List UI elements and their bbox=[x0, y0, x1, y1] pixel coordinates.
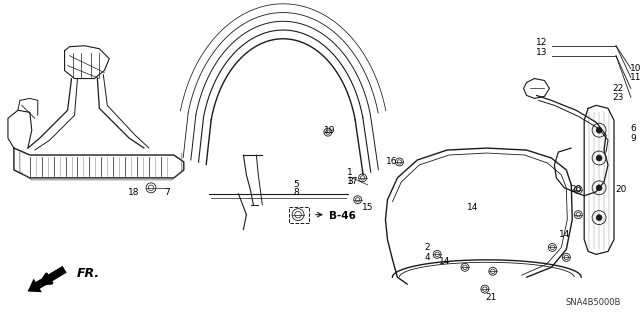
Text: FR.: FR. bbox=[77, 267, 100, 280]
Text: 4: 4 bbox=[424, 253, 430, 262]
Text: 9: 9 bbox=[630, 134, 636, 143]
Text: 14: 14 bbox=[440, 257, 451, 266]
Circle shape bbox=[596, 185, 602, 191]
Text: 10: 10 bbox=[630, 64, 640, 73]
Text: 7: 7 bbox=[164, 188, 170, 197]
Text: 8: 8 bbox=[293, 188, 299, 197]
Text: 18: 18 bbox=[129, 188, 140, 197]
Circle shape bbox=[596, 215, 602, 221]
Text: 17: 17 bbox=[347, 177, 358, 186]
Text: 3: 3 bbox=[347, 177, 353, 186]
Text: 14: 14 bbox=[467, 203, 479, 212]
Text: 5: 5 bbox=[293, 180, 299, 189]
Text: 14: 14 bbox=[559, 230, 570, 239]
Text: 12: 12 bbox=[536, 38, 547, 47]
Circle shape bbox=[596, 155, 602, 161]
Text: 16: 16 bbox=[386, 158, 397, 167]
Text: 13: 13 bbox=[536, 48, 547, 57]
Text: 20: 20 bbox=[615, 185, 627, 194]
Circle shape bbox=[596, 127, 602, 133]
Text: 21: 21 bbox=[485, 293, 497, 301]
Text: B-46: B-46 bbox=[329, 211, 356, 221]
FancyArrow shape bbox=[28, 266, 67, 292]
Text: 6: 6 bbox=[630, 124, 636, 133]
Text: 1: 1 bbox=[347, 168, 353, 177]
Text: 22: 22 bbox=[612, 84, 623, 93]
Text: 23: 23 bbox=[612, 93, 623, 102]
Text: 20: 20 bbox=[570, 185, 582, 194]
Text: 19: 19 bbox=[324, 126, 335, 135]
Text: 2: 2 bbox=[424, 243, 430, 252]
Text: SNA4B5000B: SNA4B5000B bbox=[566, 298, 621, 307]
Text: 15: 15 bbox=[362, 203, 373, 212]
Text: 11: 11 bbox=[630, 73, 640, 82]
